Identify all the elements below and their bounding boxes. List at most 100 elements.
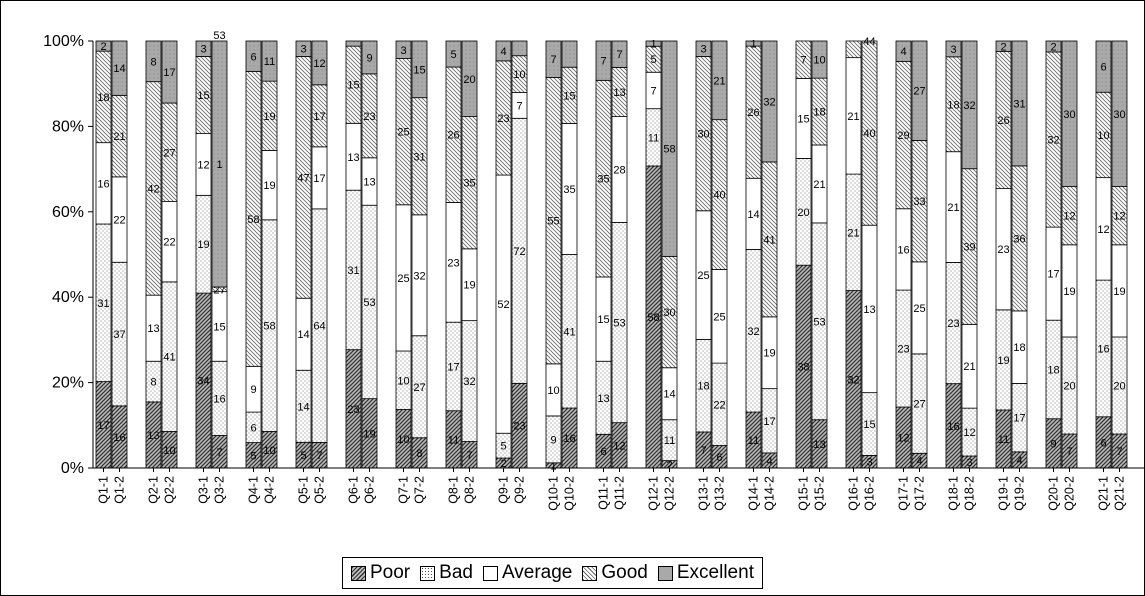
x-tick-label: Q8-2 <box>463 476 477 504</box>
data-label: 18 <box>697 381 709 393</box>
y-tick-label: 80% <box>52 118 84 135</box>
data-label: 52 <box>497 299 509 311</box>
data-label: 25 <box>713 311 725 323</box>
x-tick-label: Q7-1 <box>397 476 411 504</box>
data-label: 1 <box>650 39 656 51</box>
data-label: 23 <box>347 404 359 416</box>
bar-segment <box>861 40 878 226</box>
data-label: 22 <box>713 399 725 411</box>
data-label: 10 <box>1097 130 1109 142</box>
data-label: 10 <box>397 375 409 387</box>
data-label: 10 <box>547 385 559 397</box>
data-label: 8 <box>416 448 422 460</box>
x-tick-label: Q11-2 <box>613 476 627 510</box>
data-label: 47 <box>297 172 309 184</box>
data-label: 15 <box>213 321 225 333</box>
data-label: 11 <box>748 435 759 447</box>
x-tick-label: Q13-2 <box>713 476 727 511</box>
data-label: 6 <box>600 446 606 458</box>
legend-item: Good <box>582 562 648 584</box>
x-tick-label: Q13-1 <box>697 476 711 511</box>
x-tick-label: Q21-1 <box>1097 476 1111 511</box>
data-label: 3 <box>200 44 206 56</box>
data-label: 17 <box>1047 269 1059 281</box>
data-label: 31 <box>413 151 425 163</box>
data-label: 32 <box>747 326 759 338</box>
data-label: 58 <box>263 321 275 333</box>
bar-segment <box>245 40 262 72</box>
data-label: 34 <box>197 376 209 388</box>
data-label: 12 <box>1063 211 1075 223</box>
data-label: 29 <box>897 130 909 142</box>
data-label: 2 <box>500 458 506 470</box>
data-label: 19 <box>463 280 475 292</box>
data-label: 53 <box>813 316 825 328</box>
data-label: 11 <box>664 435 675 447</box>
data-label: 1 <box>216 159 222 171</box>
data-label: 23 <box>497 113 509 125</box>
data-label: 21 <box>113 131 125 143</box>
data-label: 25 <box>397 127 409 139</box>
legend-item: Average <box>482 562 572 584</box>
y-tick-label: 60% <box>52 204 84 221</box>
data-label: 7 <box>516 100 522 112</box>
x-tick-label: Q5-1 <box>297 476 311 504</box>
data-label: 16 <box>1097 343 1109 355</box>
x-tick-label: Q20-1 <box>1047 476 1061 511</box>
data-label: 30 <box>1063 109 1075 121</box>
data-label: 12 <box>1113 211 1125 223</box>
bar-segment <box>161 40 178 104</box>
x-tick-label: Q15-2 <box>813 476 827 511</box>
data-label: 31 <box>97 298 109 310</box>
x-tick-label: Q6-1 <box>347 476 361 504</box>
bar-segment <box>445 40 462 68</box>
data-label: 4 <box>500 46 506 58</box>
x-tick-label: Q14-2 <box>763 476 777 511</box>
data-label: 5 <box>500 441 506 453</box>
data-label: 32 <box>963 100 975 112</box>
x-tick-label: Q7-2 <box>413 476 427 504</box>
data-label: 13 <box>813 439 825 451</box>
data-label: 26 <box>747 107 759 119</box>
data-label: 30 <box>1113 109 1125 121</box>
data-label: 4 <box>900 46 906 58</box>
data-label: 40 <box>713 190 725 202</box>
data-label: 16 <box>213 393 225 405</box>
x-tick-label: Q11-1 <box>597 476 611 510</box>
data-label: 41 <box>563 326 575 338</box>
data-label: 23 <box>363 111 375 123</box>
x-tick-label: Q17-1 <box>897 476 911 511</box>
data-label: 58 <box>663 144 675 156</box>
data-label: 35 <box>563 184 575 196</box>
data-label: 5 <box>250 450 256 462</box>
data-label: 21 <box>713 75 725 87</box>
data-label: 19 <box>1063 286 1075 298</box>
data-label: 20 <box>797 207 809 219</box>
data-label: 4 <box>1016 455 1022 467</box>
bar-segment <box>761 40 778 163</box>
data-label: 13 <box>147 430 159 442</box>
data-label: 12 <box>313 58 325 70</box>
bar-segment <box>995 40 1012 52</box>
data-label: 6 <box>250 422 256 434</box>
bar-segment <box>1061 40 1078 187</box>
data-label: 9 <box>250 384 256 396</box>
bar-segment <box>495 40 512 62</box>
data-label: 23 <box>447 257 459 269</box>
data-label: 21 <box>847 227 859 239</box>
bar-segment <box>895 40 912 62</box>
x-tick-label: Q2-2 <box>163 476 177 504</box>
data-label: 12 <box>1097 224 1109 236</box>
data-label: 10 <box>813 55 825 67</box>
data-label: 19 <box>263 180 275 192</box>
legend-item: Poor <box>351 562 410 584</box>
data-label: 33 <box>913 196 925 208</box>
bar-segment <box>1095 40 1112 93</box>
data-label: 11 <box>264 56 275 68</box>
data-label: 2 <box>1000 41 1006 53</box>
data-label: 13 <box>147 323 159 335</box>
data-label: 13 <box>347 152 359 164</box>
data-label: 20 <box>1113 381 1125 393</box>
x-tick-label: Q10-1 <box>547 476 561 511</box>
data-label: 4 <box>916 456 922 468</box>
